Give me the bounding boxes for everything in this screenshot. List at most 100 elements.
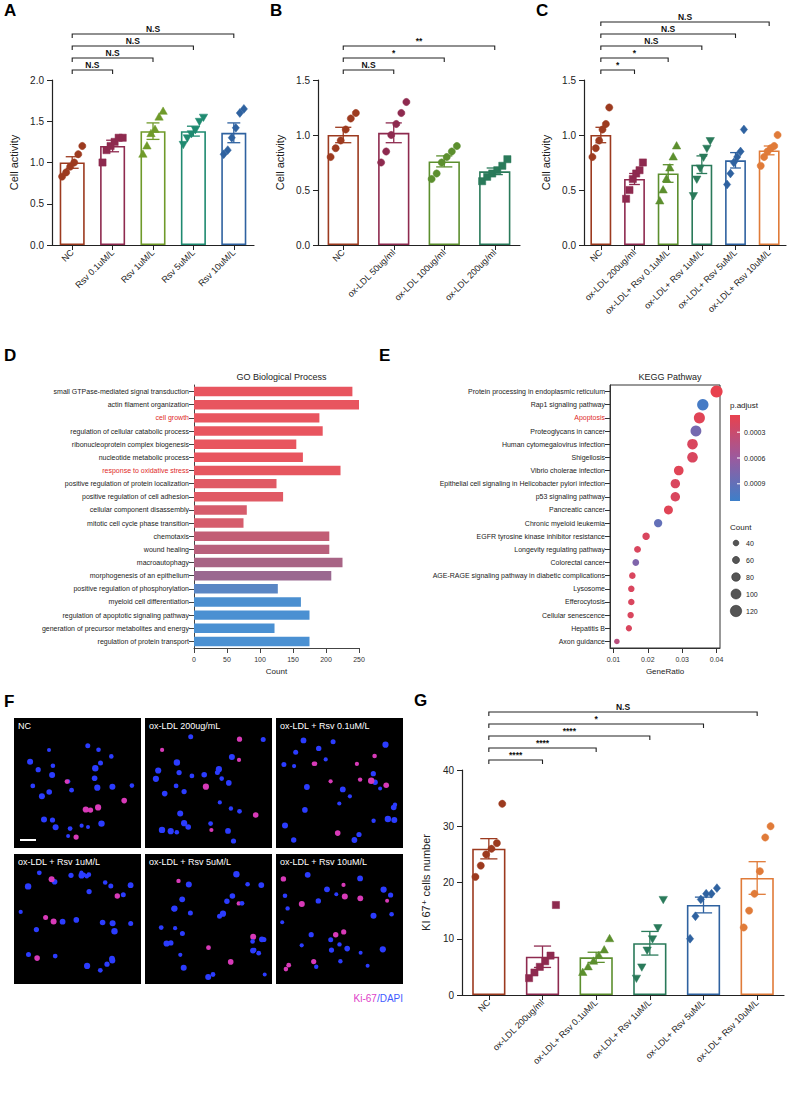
- svg-text:N.S: N.S: [146, 24, 161, 34]
- svg-text:*: *: [392, 48, 396, 58]
- svg-text:ox-LDL+ Rsv 1uM/L: ox-LDL+ Rsv 1uM/L: [642, 247, 705, 310]
- svg-text:regulation of protein transpor: regulation of protein transport: [98, 638, 189, 646]
- svg-text:NC: NC: [331, 247, 348, 264]
- svg-text:****: ****: [536, 738, 550, 748]
- svg-text:AGE-RAGE signaling pathway in: AGE-RAGE signaling pathway in diabetic c…: [433, 572, 606, 580]
- svg-text:G: G: [414, 691, 427, 710]
- svg-text:0.0006: 0.0006: [744, 455, 766, 462]
- svg-text:N.S: N.S: [644, 36, 659, 46]
- svg-text:Rsv 1uM/L: Rsv 1uM/L: [119, 247, 156, 284]
- svg-text:morphogenesis of an epithelium: morphogenesis of an epithelium: [90, 572, 189, 580]
- svg-text:NC: NC: [18, 721, 31, 731]
- svg-text:GeneRatio: GeneRatio: [646, 667, 685, 676]
- svg-text:F: F: [4, 692, 14, 711]
- svg-text:generation of precursor metabo: generation of precursor metabolites and …: [42, 625, 190, 633]
- svg-text:Cellular senescence: Cellular senescence: [542, 612, 605, 619]
- svg-text:30: 30: [443, 821, 455, 832]
- svg-text:Rsv 0.1uM/L: Rsv 0.1uM/L: [73, 247, 116, 290]
- svg-text:0.03: 0.03: [675, 656, 689, 663]
- svg-text:0.0: 0.0: [296, 240, 310, 251]
- svg-text:macroautophagy: macroautophagy: [137, 559, 190, 567]
- svg-text:N.S: N.S: [361, 60, 376, 70]
- svg-text:NC: NC: [59, 247, 76, 264]
- svg-text:cellular component disassembly: cellular component disassembly: [90, 506, 190, 514]
- svg-text:0.02: 0.02: [641, 656, 655, 663]
- svg-text:N.S: N.S: [85, 60, 100, 70]
- svg-text:N.S: N.S: [661, 24, 676, 34]
- svg-text:2.0: 2.0: [30, 75, 44, 86]
- svg-text:chemotaxis: chemotaxis: [154, 533, 190, 540]
- svg-text:ox-LDL+ Rsv 5uM/L: ox-LDL+ Rsv 5uM/L: [644, 997, 707, 1060]
- svg-text:0.04: 0.04: [710, 656, 724, 663]
- svg-text:Count: Count: [730, 523, 752, 532]
- svg-text:N.S: N.S: [126, 36, 141, 46]
- svg-text:0.01: 0.01: [607, 656, 621, 663]
- svg-text:small GTPase-mediated signal t: small GTPase-mediated signal transductio…: [54, 388, 190, 396]
- svg-text:p.adjust: p.adjust: [730, 401, 759, 410]
- svg-text:80: 80: [746, 574, 754, 581]
- svg-text:0.5: 0.5: [296, 185, 310, 196]
- svg-text:Cell activity: Cell activity: [8, 134, 20, 190]
- svg-text:Count: Count: [266, 667, 288, 676]
- svg-text:40: 40: [443, 765, 455, 776]
- svg-text:100: 100: [746, 591, 758, 598]
- svg-text:Cell activity: Cell activity: [274, 134, 286, 190]
- svg-text:Longevity regulating pathway: Longevity regulating pathway: [514, 546, 605, 554]
- svg-text:ox-LDL 50ug/ml: ox-LDL 50ug/ml: [346, 247, 398, 299]
- svg-text:actin filament organization: actin filament organization: [108, 401, 189, 409]
- svg-text:0: 0: [448, 990, 454, 1001]
- svg-text:150: 150: [287, 656, 299, 663]
- svg-text:ox-LDL + Rsv 5uM/L: ox-LDL + Rsv 5uM/L: [149, 857, 231, 867]
- svg-text:regulation of apoptotic signal: regulation of apoptotic signaling pathwa…: [63, 612, 190, 620]
- svg-text:Rap1 signaling pathway: Rap1 signaling pathway: [531, 401, 606, 409]
- svg-text:*: *: [616, 60, 620, 70]
- svg-text:**: **: [416, 36, 423, 46]
- svg-text:positive regulation of phospho: positive regulation of phosphorylation: [73, 585, 189, 593]
- svg-text:*: *: [633, 48, 637, 58]
- svg-text:Proteoglycans in cancer: Proteoglycans in cancer: [530, 428, 605, 436]
- svg-text:1.5: 1.5: [562, 75, 576, 86]
- svg-text:p53 signaling pathway: p53 signaling pathway: [536, 493, 606, 501]
- svg-text:0.0003: 0.0003: [744, 429, 766, 436]
- svg-text:0.5: 0.5: [30, 198, 44, 209]
- svg-text:120: 120: [746, 608, 758, 615]
- svg-text:ox-LDL+ Rsv 0.1uM/L: ox-LDL+ Rsv 0.1uM/L: [603, 247, 672, 316]
- svg-text:1.0: 1.0: [562, 130, 576, 141]
- svg-text:Cell activity: Cell activity: [540, 134, 552, 190]
- svg-text:E: E: [379, 346, 390, 365]
- svg-text:Pancreatic cancer: Pancreatic cancer: [549, 506, 606, 513]
- svg-text:0: 0: [192, 656, 196, 663]
- svg-text:ox-LDL+ Rsv 5uM/L: ox-LDL+ Rsv 5uM/L: [676, 247, 739, 310]
- svg-text:NC: NC: [588, 247, 605, 264]
- svg-text:NC: NC: [476, 997, 493, 1014]
- svg-text:ox-LDL + Rsv 10uM/L: ox-LDL + Rsv 10uM/L: [280, 857, 367, 867]
- svg-text:myeloid cell differentiation: myeloid cell differentiation: [109, 598, 190, 606]
- svg-text:40: 40: [746, 540, 754, 547]
- svg-text:100: 100: [254, 656, 266, 663]
- svg-text:KI 67⁺ cells number: KI 67⁺ cells number: [420, 834, 432, 931]
- svg-text:positive regulation of protein: positive regulation of protein localizat…: [65, 480, 189, 488]
- svg-text:Efferocytosis: Efferocytosis: [565, 598, 605, 606]
- svg-text:50: 50: [223, 656, 231, 663]
- svg-text:Epithelial cell signaling in H: Epithelial cell signaling in Helicobacte…: [440, 480, 605, 488]
- svg-text:Human cytomegalovirus infectio: Human cytomegalovirus infection: [502, 441, 605, 449]
- svg-text:1.0: 1.0: [296, 130, 310, 141]
- svg-text:positive regulation of cell ad: positive regulation of cell adhesion: [82, 493, 189, 501]
- svg-text:*: *: [595, 714, 599, 724]
- svg-text:ox-LDL+ Rsv 1uM/L: ox-LDL+ Rsv 1uM/L: [590, 997, 653, 1060]
- svg-text:wound healing: wound healing: [143, 546, 189, 554]
- svg-text:ox-LDL+ Rsv 0.1uM/L: ox-LDL+ Rsv 0.1uM/L: [531, 997, 600, 1066]
- svg-text:ox-LDL 200ug/ml: ox-LDL 200ug/ml: [443, 247, 498, 302]
- svg-text:C: C: [536, 1, 548, 20]
- svg-text:****: ****: [509, 750, 523, 760]
- svg-text:1.5: 1.5: [30, 116, 44, 127]
- svg-text:20: 20: [443, 877, 455, 888]
- svg-text:ox-LDL 100ug/ml: ox-LDL 100ug/ml: [393, 247, 448, 302]
- svg-text:ox-LDL+ Rsv 10uM/L: ox-LDL+ Rsv 10uM/L: [706, 247, 773, 314]
- svg-text:N.S: N.S: [616, 702, 631, 712]
- svg-text:Rsv 5uM/L: Rsv 5uM/L: [159, 247, 196, 284]
- svg-text:0.0009: 0.0009: [744, 480, 766, 487]
- svg-text:Apoptosis: Apoptosis: [574, 414, 605, 422]
- svg-text:KEGG Pathway: KEGG Pathway: [638, 372, 702, 382]
- svg-text:D: D: [4, 346, 16, 365]
